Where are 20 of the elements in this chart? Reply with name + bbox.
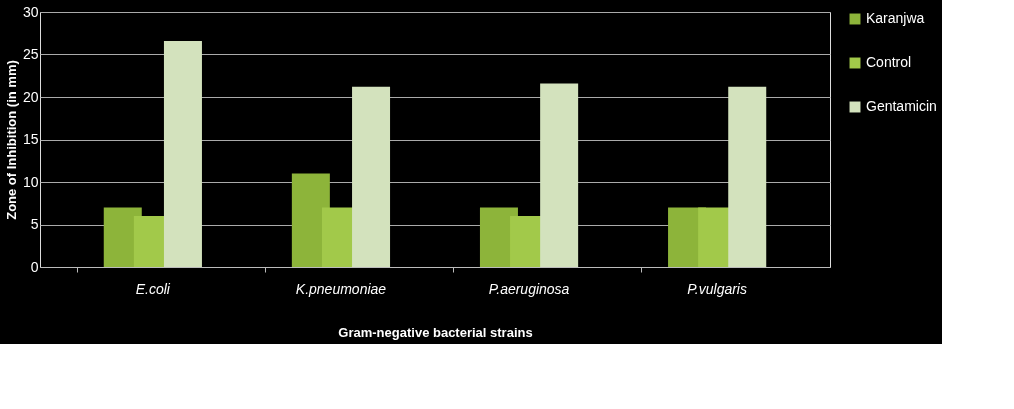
y-tick-label: 25: [22, 46, 39, 62]
x-axis-title: Gram-negative bacterial strains: [338, 324, 533, 340]
bar: [540, 83, 579, 267]
x-tick-label: P.aeruginosa: [488, 280, 570, 297]
legend-label: Gentamicin: [866, 98, 937, 114]
y-tick-label: 10: [22, 173, 39, 190]
x-tick-label: P.vulgaris: [687, 280, 747, 297]
y-tick-label: 20: [22, 88, 39, 105]
bar: [352, 86, 391, 267]
y-tick-label: 15: [22, 131, 39, 147]
legend-label: Control: [866, 54, 912, 70]
y-tick-label: 30: [22, 3, 39, 20]
legend-label: Karanjwa: [866, 10, 925, 26]
bar: [728, 86, 767, 267]
x-tick-label: K.pneumoniae: [295, 280, 387, 297]
bar: [163, 40, 202, 267]
y-tick-label: 5: [30, 216, 39, 232]
y-tick-label: 0: [30, 258, 39, 275]
x-tick-label: E.coli: [135, 280, 171, 297]
y-axis-title: Zone of Inhibition (in mm): [3, 60, 19, 220]
